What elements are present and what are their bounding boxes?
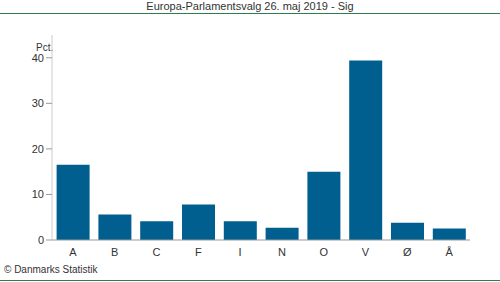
svg-text:B: B <box>111 246 118 258</box>
svg-text:Ø: Ø <box>403 246 412 258</box>
svg-text:V: V <box>362 246 370 258</box>
svg-text:F: F <box>195 246 202 258</box>
svg-text:O: O <box>319 246 328 258</box>
svg-text:40: 40 <box>32 52 44 64</box>
svg-text:30: 30 <box>32 97 44 109</box>
svg-text:10: 10 <box>32 188 44 200</box>
html-text:Europa-Parlamentsvalg 26. maj: Europa-Parlamentsvalg 26. maj 2019 - Sig <box>146 0 354 12</box>
svg-text:I: I <box>239 246 242 258</box>
svg-text:Å: Å <box>445 246 453 258</box>
svg-text:N: N <box>278 246 286 258</box>
svg-text:C: C <box>153 246 161 258</box>
svg-text:0: 0 <box>38 234 44 246</box>
html-text:© Danmarks Statistik: © Danmarks Statistik <box>4 264 98 275</box>
svg-text:A: A <box>69 246 77 258</box>
svg-text:20: 20 <box>32 143 44 155</box>
html-text:Pct.: Pct. <box>36 42 54 53</box>
